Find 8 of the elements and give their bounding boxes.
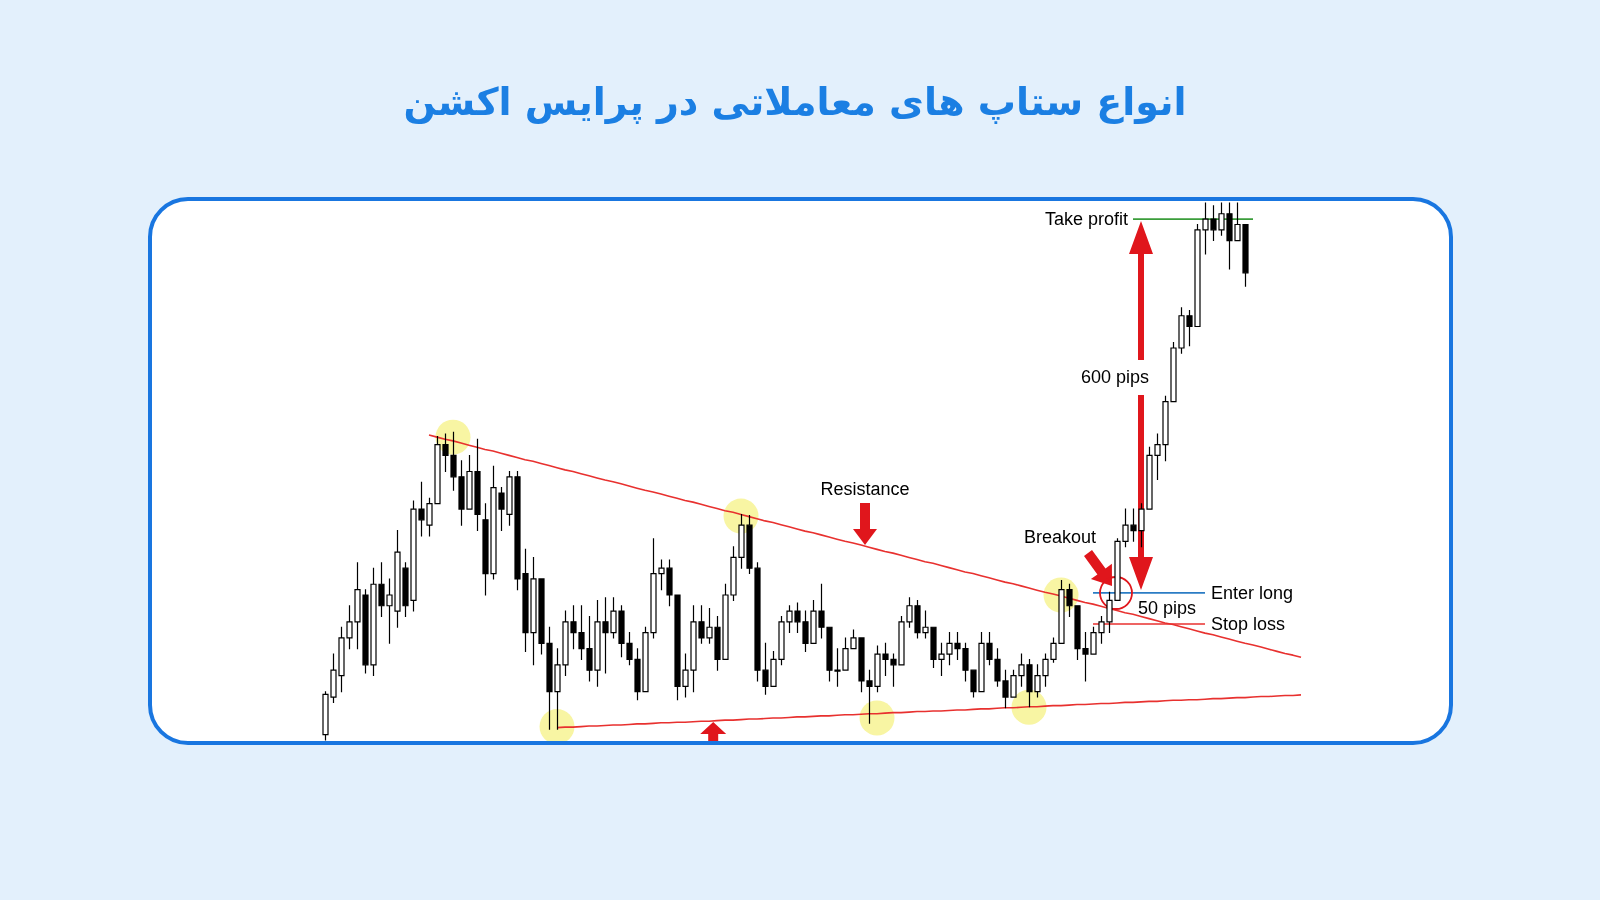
annotation: Breakout [1024,527,1096,547]
series-label: Resistance [820,479,910,500]
title: انواع ستاپ های معاملاتی در پرایس اکشن [403,80,1187,124]
series-label: Take profit [1044,209,1128,230]
annotation: 50 pips [1138,598,1196,618]
series-label: Enter long [1211,582,1294,603]
series-label: Stop loss [1211,614,1286,634]
annotation: 600 pips [1080,367,1150,387]
